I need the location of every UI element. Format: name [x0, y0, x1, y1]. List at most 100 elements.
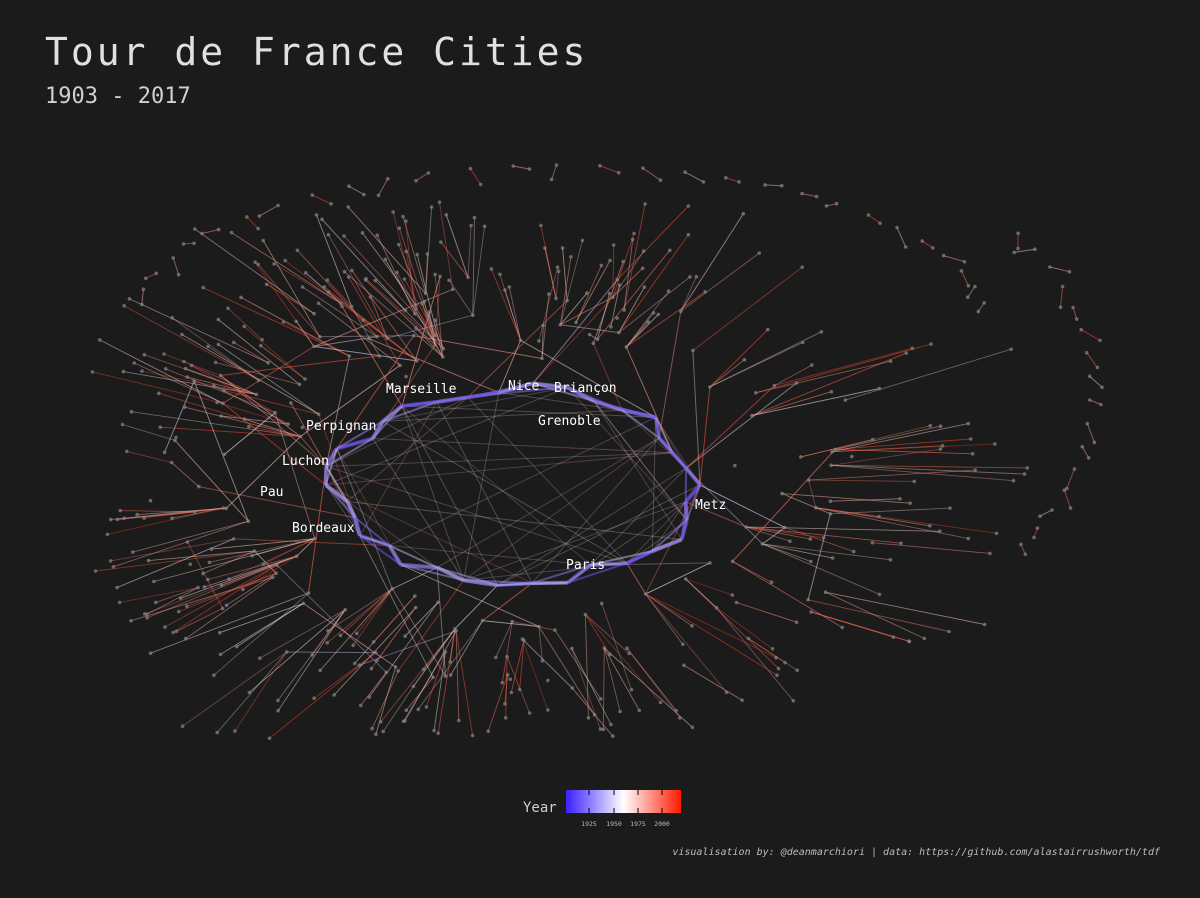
outer-edge: [130, 576, 274, 622]
outer-edge: [231, 232, 341, 304]
city-node: [928, 424, 933, 428]
outer-edge: [295, 321, 315, 347]
city-node: [93, 569, 98, 573]
city-node: [511, 164, 515, 168]
cross-edge: [593, 400, 683, 540]
city-node: [554, 296, 558, 301]
city-node: [173, 438, 177, 443]
city-node: [632, 231, 636, 236]
city-node: [1019, 542, 1023, 547]
outer-edge: [204, 555, 297, 588]
city-node: [540, 658, 545, 663]
city-node: [570, 646, 574, 651]
city-node: [414, 303, 418, 308]
outer-edge: [95, 550, 255, 572]
outer-edge: [680, 213, 744, 312]
outer-edge: [243, 326, 306, 380]
ring-edge: [626, 538, 683, 565]
city-node: [498, 272, 502, 277]
city-node: [376, 193, 381, 198]
mid-edge: [325, 355, 350, 467]
mid-edge: [699, 386, 711, 486]
city-node: [367, 695, 372, 699]
mid-edge: [336, 335, 415, 449]
outer-edge: [360, 672, 387, 706]
mid-edge: [308, 466, 327, 594]
city-node: [962, 259, 967, 264]
outer-edge: [113, 520, 249, 568]
city-node: [730, 593, 735, 597]
ring-edge: [436, 566, 498, 587]
outer-edge: [266, 283, 315, 315]
mid-edge: [274, 412, 316, 539]
city-node: [1072, 467, 1077, 471]
mid-edge: [300, 436, 327, 467]
city-node: [556, 269, 561, 274]
city-node: [301, 601, 306, 606]
outer-edge: [845, 348, 1012, 401]
cross-edge: [463, 437, 660, 581]
city-node: [281, 320, 286, 324]
city-node: [441, 346, 446, 351]
outer-edge: [351, 270, 418, 362]
city-node: [326, 232, 331, 237]
mid-edge: [482, 582, 533, 621]
city-node: [108, 559, 113, 563]
city-node: [391, 210, 396, 214]
isolated-edge: [1049, 266, 1070, 273]
city-node: [427, 310, 432, 314]
city-node: [724, 176, 728, 180]
city-node: [219, 583, 224, 588]
city-node: [740, 698, 744, 702]
city-node: [630, 237, 635, 242]
cross-edge: [325, 484, 361, 536]
city-node: [763, 183, 767, 187]
city-node: [480, 618, 485, 623]
city-node: [219, 414, 223, 418]
city-node: [878, 221, 882, 225]
city-node: [1016, 231, 1020, 236]
outer-edge: [234, 651, 288, 732]
city-node: [938, 447, 943, 451]
city-node: [746, 636, 751, 641]
isolated-edge: [1066, 468, 1075, 489]
ring-edge: [354, 516, 390, 547]
city-node: [326, 290, 331, 294]
city-label-grenoble: Grenoble: [538, 414, 601, 429]
city-node: [322, 285, 327, 289]
city-node: [206, 344, 210, 349]
outer-edge: [709, 359, 745, 388]
ring-edge: [567, 564, 592, 584]
city-node: [554, 163, 559, 167]
outer-edge: [618, 286, 645, 333]
city-node: [775, 673, 779, 677]
city-node: [637, 708, 642, 713]
outer-edge: [263, 538, 315, 565]
city-node: [390, 587, 395, 591]
city-label-bordeaux: Bordeaux: [292, 521, 355, 536]
city-node: [910, 346, 915, 351]
ring-edge: [359, 534, 402, 566]
city-node: [193, 227, 197, 231]
ring-edge: [590, 550, 653, 566]
city-node: [615, 277, 619, 282]
outer-edge: [185, 576, 274, 639]
city-node: [658, 178, 663, 182]
city-node: [224, 603, 229, 608]
outer-edge: [374, 280, 444, 350]
city-node: [599, 263, 604, 268]
city-node: [539, 223, 543, 228]
outer-edge: [107, 507, 224, 535]
city-node: [396, 669, 401, 673]
city-node: [806, 478, 811, 482]
city-node: [261, 562, 266, 566]
city-node: [221, 506, 226, 510]
city-node: [338, 633, 343, 638]
mid-edge: [807, 513, 831, 600]
cross-edge: [498, 392, 623, 411]
city-label-metz: Metz: [695, 498, 726, 513]
city-node: [947, 629, 951, 634]
city-node: [171, 630, 175, 635]
outer-edge: [273, 263, 341, 304]
